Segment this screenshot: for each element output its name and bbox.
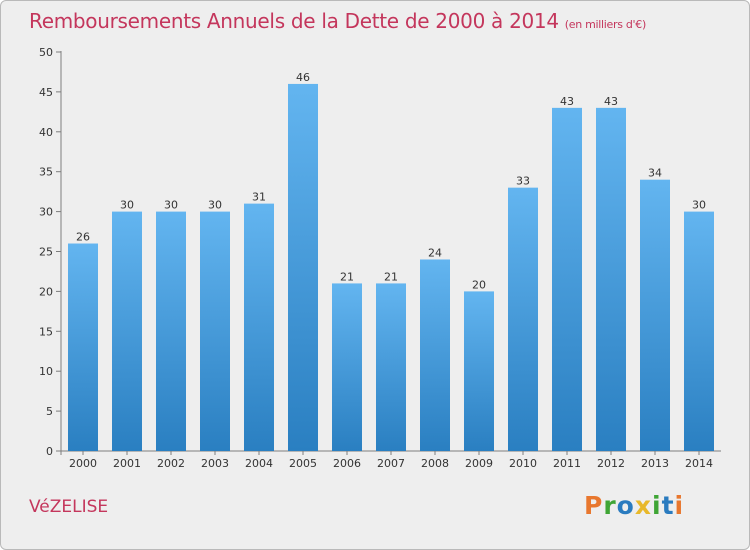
x-tick-label: 2013	[641, 457, 669, 470]
x-tick-label: 2011	[553, 457, 581, 470]
chart-unit: (en milliers d'€)	[564, 18, 646, 31]
bar-value-label: 21	[384, 270, 398, 283]
logo-letter: o	[616, 491, 635, 520]
x-tick-label: 2003	[201, 457, 229, 470]
x-tick-label: 2006	[333, 457, 361, 470]
proxiti-logo[interactable]: Proxiti	[584, 491, 684, 520]
bar-2004	[244, 203, 274, 451]
bar-2002	[156, 211, 186, 451]
bar-value-label: 31	[252, 191, 266, 204]
chart-title: Remboursements Annuels de la Dette de 20…	[29, 9, 646, 33]
bar-2010	[508, 187, 538, 451]
bar-value-label: 33	[516, 175, 530, 188]
bar-2001	[112, 211, 142, 451]
bar-value-label: 21	[340, 270, 354, 283]
bar-value-label: 30	[120, 199, 134, 212]
y-tick-label: 20	[39, 285, 53, 298]
bar-value-label: 24	[428, 246, 442, 259]
logo-letter: i	[652, 491, 662, 520]
x-tick-label: 2000	[69, 457, 97, 470]
bar-2011	[552, 107, 582, 452]
y-tick-label: 10	[39, 365, 53, 378]
bar-value-label: 34	[648, 167, 662, 180]
bar-value-label: 30	[692, 199, 706, 212]
logo-letter: r	[603, 491, 617, 520]
bar-2009	[464, 291, 494, 451]
y-tick-label: 0	[46, 445, 53, 458]
y-tick-label: 5	[46, 405, 53, 418]
logo-letter: x	[634, 491, 652, 520]
bar-2007	[376, 283, 406, 451]
bar-value-label: 30	[208, 199, 222, 212]
x-tick-label: 2009	[465, 457, 493, 470]
bar-2005	[288, 83, 318, 452]
bar-value-label: 26	[76, 231, 90, 244]
x-tick-label: 2014	[685, 457, 713, 470]
chart-labels: 26 2000 30 2001 30 2002 30 2003 31 2004 46 2005 21 20…	[69, 71, 713, 470]
bar-value-label: 43	[560, 95, 574, 108]
y-tick-label: 15	[39, 325, 53, 338]
bar-value-label: 30	[164, 199, 178, 212]
logo-letter: i	[674, 491, 685, 520]
bar-value-label: 43	[604, 95, 618, 108]
x-tick-label: 2012	[597, 457, 625, 470]
bar-2008	[420, 259, 450, 451]
x-tick-label: 2010	[509, 457, 537, 470]
x-tick-label: 2008	[421, 457, 449, 470]
bar-2013	[640, 179, 670, 451]
x-tick-label: 2004	[245, 457, 273, 470]
y-tick-label: 30	[39, 206, 53, 219]
x-tick-label: 2005	[289, 457, 317, 470]
bar-2014	[684, 211, 714, 451]
chart-title-text: Remboursements Annuels de la Dette de 20…	[29, 9, 559, 33]
y-tick-label: 40	[39, 126, 53, 139]
logo-letter: t	[661, 491, 675, 520]
y-tick-label: 35	[39, 166, 53, 179]
logo-letter: P	[584, 491, 604, 520]
commune-name: VéZELISE	[29, 497, 109, 517]
bar-value-label: 46	[296, 71, 310, 84]
y-tick-label: 25	[39, 246, 53, 259]
chart-bars	[68, 83, 714, 452]
x-tick-label: 2001	[113, 457, 141, 470]
bar-2006	[332, 283, 362, 451]
bar-2012	[596, 107, 626, 452]
bar-2003	[200, 211, 230, 451]
bar-value-label: 20	[472, 278, 486, 291]
y-tick-label: 45	[39, 86, 53, 99]
x-tick-label: 2002	[157, 457, 185, 470]
bar-2000	[68, 243, 98, 451]
x-tick-label: 2007	[377, 457, 405, 470]
y-tick-label: 50	[39, 46, 53, 59]
